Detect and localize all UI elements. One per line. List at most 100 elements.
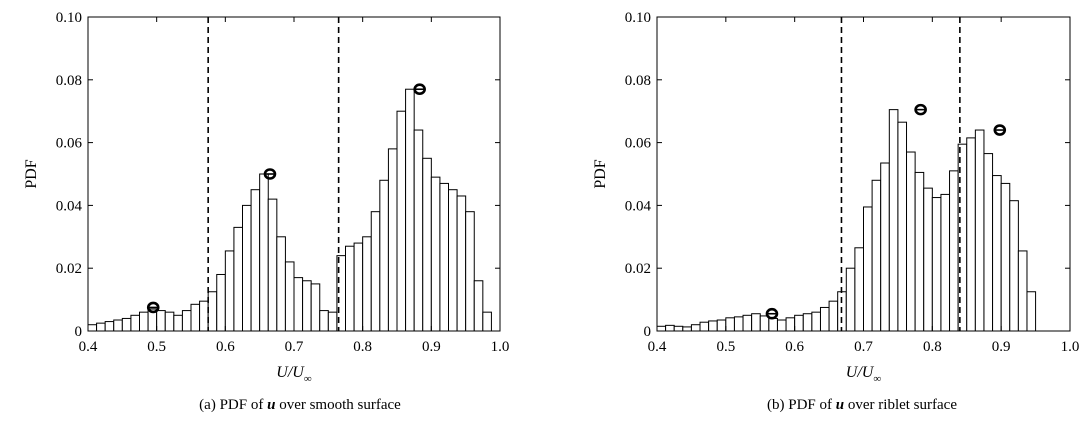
histogram-bar: [974, 129, 985, 332]
y-tick-label: 0.04: [625, 198, 652, 214]
histogram-bar: [465, 211, 475, 332]
histogram-bar: [164, 311, 175, 332]
peak-marker: [146, 301, 160, 314]
histogram-bar: [156, 310, 166, 332]
histogram-bar: [871, 179, 882, 332]
histogram-bar: [242, 204, 252, 332]
histogram-bar: [854, 247, 864, 332]
histogram-bar: [931, 197, 942, 332]
x-axis-label-main: U/U: [846, 364, 875, 381]
histogram-bar: [733, 316, 744, 332]
histogram-bar: [828, 300, 839, 332]
histogram-bar: [370, 211, 381, 332]
histogram-bar: [430, 176, 441, 332]
histogram-bar: [473, 280, 484, 332]
x-tick-label: 0.9: [422, 339, 441, 355]
histogram-bar: [656, 325, 667, 332]
histogram-bar: [708, 320, 718, 332]
histogram-bar: [966, 137, 976, 332]
y-tick-label: 0: [75, 324, 83, 340]
peak-marker: [413, 83, 426, 96]
histogram-bar: [439, 182, 449, 332]
histogram-bar: [845, 267, 856, 332]
x-tick-label: 0.6: [785, 339, 804, 355]
histogram-bar: [319, 310, 329, 332]
y-tick-label: 0.06: [625, 136, 652, 152]
histogram-bar: [1009, 200, 1019, 332]
histogram-bar: [759, 315, 770, 332]
histogram-bar: [87, 324, 98, 332]
panel-caption: (a) PDF of u over smooth surface: [199, 397, 401, 413]
x-tick-label: 0.5: [147, 339, 166, 355]
histogram-bar: [379, 179, 389, 332]
histogram-bar: [742, 314, 753, 332]
y-tick-label: 0.02: [625, 261, 651, 277]
histogram-bar: [897, 121, 908, 332]
histogram-bar: [1017, 250, 1028, 332]
histogram-bar: [276, 236, 286, 332]
histogram-bar: [983, 153, 994, 332]
y-axis-label: PDF: [592, 159, 609, 188]
x-axis-label-subscript: ∞: [304, 373, 312, 385]
x-tick-label: 0.9: [992, 339, 1011, 355]
y-tick-label: 0.10: [625, 10, 651, 26]
histogram-bar: [96, 322, 106, 332]
histogram-bar: [690, 324, 701, 332]
panel-b: 0.4 0.5 0.6 0.7 0.8 0.9 1.0 0 0.02 0.04 0.06 0.08 0.…: [592, 10, 1079, 413]
x-tick-label: 0.6: [216, 339, 235, 355]
y-tick-label: 0: [644, 324, 652, 340]
histogram-bar: [422, 157, 432, 332]
histogram-bar: [345, 245, 355, 332]
histogram-bar: [327, 311, 338, 332]
y-tick-label: 0.08: [625, 73, 651, 89]
histogram-bar: [448, 189, 458, 332]
peak-marker: [993, 124, 1007, 136]
histogram-bar: [819, 306, 830, 332]
x-tick-label: 0.8: [353, 339, 372, 355]
histogram-bar: [949, 170, 959, 332]
histogram-bar: [456, 195, 467, 332]
histogram-bar: [250, 189, 261, 332]
histogram-bar: [173, 314, 183, 332]
histogram-bar: [302, 280, 312, 332]
x-tick-label: 0.7: [285, 339, 304, 355]
caption-prefix: (b) PDF of: [767, 397, 836, 413]
histogram-bar: [130, 314, 141, 332]
histogram-bar: [284, 261, 295, 332]
x-axis-label-subscript: ∞: [873, 373, 881, 385]
y-tick-label: 0.04: [56, 198, 83, 214]
histogram-bar: [199, 300, 209, 332]
histogram-bar: [802, 313, 813, 332]
x-tick-label: 0.5: [716, 339, 735, 355]
y-tick-label: 0.02: [56, 261, 82, 277]
histogram-bar: [224, 250, 235, 332]
panel-a: 0.4 0.5 0.6 0.7 0.8 0.9 1.0 0 0.02 0.04 0.06 0.08 0.…: [23, 10, 509, 413]
peak-marker: [765, 307, 779, 320]
y-tick-label: 0.10: [56, 10, 82, 26]
x-tick-label: 0.8: [923, 339, 942, 355]
histogram-bar: [751, 313, 761, 332]
y-axis-label: PDF: [23, 159, 40, 188]
histogram-bar: [113, 319, 123, 332]
histogram-bar: [482, 311, 492, 332]
histogram-bar: [725, 317, 735, 332]
caption-suffix: over riblet surface: [844, 397, 957, 413]
caption-suffix: over smooth surface: [275, 397, 401, 413]
x-tick-label: 0.7: [854, 339, 873, 355]
histogram-bar: [259, 173, 269, 332]
histogram-bar: [104, 321, 115, 332]
histogram-bar: [190, 303, 201, 332]
x-tick-label: 0.4: [648, 339, 667, 355]
histogram-bar: [413, 129, 424, 332]
histogram-bar: [673, 325, 684, 332]
histogram-bar: [940, 193, 951, 332]
histogram-bar: [992, 175, 1002, 332]
histogram-bar: [207, 291, 218, 332]
histogram-bar: [216, 273, 226, 332]
histogram-bar: [353, 242, 364, 332]
x-axis-label: U/U∞: [276, 364, 312, 385]
histogram-bar: [181, 310, 192, 332]
histogram-bar: [906, 151, 916, 332]
histogram-bar: [387, 148, 398, 332]
